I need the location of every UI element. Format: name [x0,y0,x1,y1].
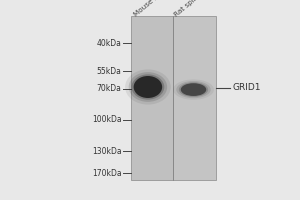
Text: 40kDa: 40kDa [97,38,122,47]
Ellipse shape [125,69,171,105]
Ellipse shape [131,74,164,100]
Text: 100kDa: 100kDa [92,116,122,124]
Text: GRID1: GRID1 [232,83,261,92]
Ellipse shape [176,81,211,98]
Bar [130,16,172,180]
Ellipse shape [181,83,206,96]
Text: Mouse brain: Mouse brain [133,0,170,18]
Ellipse shape [179,82,208,97]
Ellipse shape [173,79,214,100]
Bar [172,16,216,180]
Text: 170kDa: 170kDa [92,168,122,178]
Text: 55kDa: 55kDa [97,66,122,75]
Ellipse shape [134,76,162,98]
Text: 70kDa: 70kDa [97,84,122,93]
Text: 130kDa: 130kDa [92,146,122,156]
Text: Rat spinal cord: Rat spinal cord [173,0,218,18]
Ellipse shape [129,72,167,102]
